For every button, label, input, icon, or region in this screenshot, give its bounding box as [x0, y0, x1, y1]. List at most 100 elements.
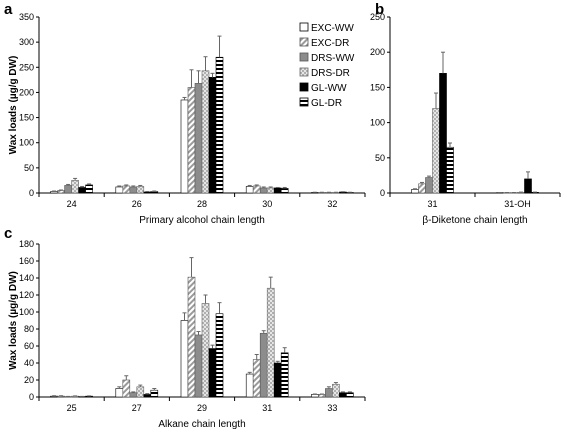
bar-drs-dr-26	[136, 186, 145, 194]
bar-gl-dr-27	[150, 389, 159, 398]
bar-exc-ww-27	[115, 388, 124, 398]
legend-swatch-gl-ww	[299, 82, 309, 92]
y-tick-label: 0	[29, 392, 34, 402]
legend-label-exc-ww: EXC-WW	[311, 23, 354, 34]
bar-exc-ww-26	[115, 186, 124, 194]
y-tick-label: 200	[370, 47, 385, 57]
y-tick-label: 350	[19, 12, 34, 22]
x-tick-label: 30	[262, 199, 272, 209]
bar-exc-dr-28	[187, 87, 196, 194]
panel-label-a: a	[4, 1, 13, 18]
bar-gl-dr-30	[280, 188, 289, 194]
y-tick-label: 60	[24, 341, 34, 351]
bar-exc-ww-31	[411, 189, 419, 194]
bar-exc-dr-31	[418, 183, 426, 194]
y-tick-label: 250	[370, 12, 385, 22]
bar-gl-ww-31-oh	[524, 178, 532, 194]
y-tick-label: 80	[24, 324, 34, 334]
y-tick-label: 50	[375, 153, 385, 163]
bar-gl-ww-29	[208, 348, 217, 398]
bar-exc-dr-26	[122, 185, 131, 194]
bar-gl-dr-31	[280, 352, 289, 398]
bar-exc-dr-24	[57, 190, 65, 194]
bar-exc-dr-27	[122, 379, 131, 398]
y-tick-label: 100	[19, 138, 34, 148]
bar-exc-ww-28	[180, 99, 189, 194]
y-tick-label: 160	[19, 256, 34, 266]
x-tick-label: 31	[427, 199, 437, 209]
x-tick-label: 24	[67, 199, 77, 209]
bar-gl-ww-31	[439, 73, 447, 194]
bar-gl-dr-24	[85, 184, 93, 194]
x-tick-label: 26	[132, 199, 142, 209]
bar-drs-dr-28	[201, 70, 210, 194]
bar-exc-ww-33	[311, 394, 319, 398]
y-tick-label: 120	[19, 290, 34, 300]
bar-drs-dr-33	[332, 383, 340, 398]
bar-drs-dr-31	[432, 108, 440, 194]
x-tick-label: 29	[197, 403, 207, 413]
bar-exc-ww-30	[245, 186, 254, 194]
bar-drs-ww-31	[259, 332, 268, 398]
bar-drs-ww-27	[129, 392, 138, 398]
y-tick-label: 300	[19, 37, 34, 47]
bar-drs-ww-28	[194, 83, 203, 194]
bar-exc-dr-30	[252, 185, 261, 194]
bar-gl-dr-29	[215, 313, 224, 398]
bar-gl-dr-33	[346, 392, 354, 398]
bar-drs-dr-27	[136, 386, 145, 398]
bar-drs-dr-24	[71, 180, 79, 194]
panel-label-b: b	[375, 1, 384, 18]
bar-gl-ww-24	[78, 187, 86, 194]
y-tick-label: 180	[19, 239, 34, 249]
bar-drs-ww-33	[325, 388, 333, 398]
x-axis-title: β-Diketone chain length	[422, 215, 527, 226]
bar-drs-ww-26	[129, 186, 138, 194]
bar-gl-ww-30	[273, 187, 282, 194]
x-axis-title: Alkane chain length	[158, 419, 245, 430]
y-tick-label: 0	[29, 188, 34, 198]
y-tick-label: 0	[380, 188, 385, 198]
y-tick-label: 150	[19, 113, 34, 123]
y-tick-label: 150	[370, 82, 385, 92]
x-tick-label: 27	[132, 403, 142, 413]
bar-exc-dr-33	[318, 394, 326, 398]
bar-exc-ww-29	[180, 320, 189, 398]
bar-drs-ww-29	[194, 334, 203, 398]
legend-label-drs-ww: DRS-WW	[311, 53, 355, 64]
bar-gl-dr-28	[215, 56, 224, 194]
panel-c-chart: 0 20 40 60 80 100 120 140 160 180 25 27 29 31 33 Alkane…	[8, 239, 366, 430]
x-tick-label: 28	[197, 199, 207, 209]
bar-drs-dr-30	[266, 187, 275, 194]
bar-drs-ww-30	[259, 187, 268, 194]
panel-label-c: c	[4, 225, 12, 242]
bar-gl-ww-33	[339, 392, 347, 398]
legend: EXC-WW EXC-DR DRS-WW DRS-DR GL-WW GL-DR	[299, 22, 355, 109]
y-tick-label: 200	[19, 87, 34, 97]
bar-drs-dr-31	[266, 287, 275, 398]
bar-exc-dr-31	[252, 359, 261, 398]
bar-gl-ww-31	[273, 362, 282, 398]
bar-gl-dr-31	[446, 146, 454, 194]
bar-drs-ww-31	[425, 177, 433, 194]
x-axis-title: Primary alcohol chain length	[139, 215, 265, 226]
legend-label-gl-ww: GL-WW	[311, 83, 347, 94]
legend-label-drs-dr: DRS-DR	[311, 68, 350, 79]
x-tick-label: 32	[327, 199, 337, 209]
x-tick-label: 31	[262, 403, 272, 413]
bar-exc-ww-31	[245, 373, 254, 398]
bar-drs-dr-29	[201, 303, 210, 398]
bar-gl-dr-26	[150, 191, 159, 194]
x-tick-label: 33	[327, 403, 337, 413]
y-tick-label: 140	[19, 273, 34, 283]
panel-b-chart: 0 50 100 150 200 250 31 31-OH β-Diketone chain l…	[370, 12, 561, 226]
legend-swatch-drs-dr	[299, 67, 309, 77]
bar-gl-ww-28	[208, 77, 217, 194]
bar-exc-ww-24	[50, 191, 58, 194]
y-tick-label: 20	[24, 375, 34, 385]
y-axis-title: Wax loads (µg/g DW)	[8, 56, 19, 155]
y-tick-label: 50	[24, 163, 34, 173]
legend-swatch-exc-ww	[299, 22, 309, 32]
bar-exc-dr-29	[187, 276, 196, 398]
